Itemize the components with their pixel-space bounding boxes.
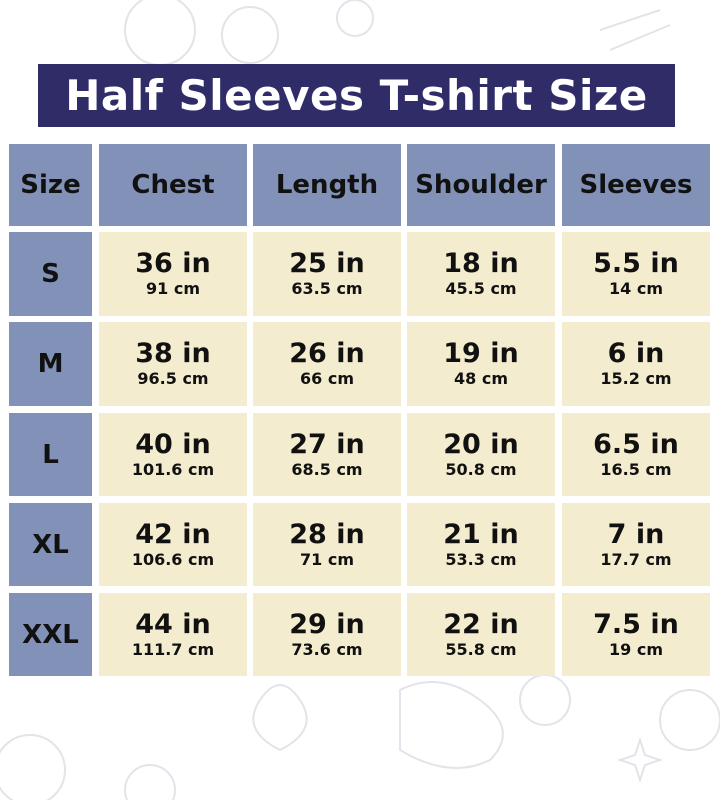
- cm-value: 45.5 cm: [445, 279, 517, 298]
- cm-value: 106.6 cm: [131, 549, 215, 569]
- measurement-cell: 36 in 91 cm: [99, 232, 247, 316]
- inches-value: 18 in: [443, 248, 519, 279]
- inches-value: 25 in: [289, 248, 365, 279]
- cm-value: 63.5 cm: [291, 279, 363, 298]
- inches-value: 22 in: [443, 608, 519, 640]
- inches-value: 38 in: [135, 338, 211, 369]
- inches-value: 19 in: [443, 338, 519, 369]
- measurement-cell: 26 in 66 cm: [253, 322, 401, 406]
- cm-value: 68.5 cm: [291, 459, 363, 479]
- measurement-cell: 29 in 73.6 cm: [253, 593, 401, 676]
- inches-value: 6 in: [607, 338, 665, 369]
- inches-value: 27 in: [289, 428, 365, 460]
- measurement-cell: 40 in 101.6 cm: [99, 413, 247, 496]
- cm-value: 17.7 cm: [600, 549, 672, 569]
- measurement-cell: 18 in 45.5 cm: [407, 232, 555, 316]
- measurement-cell: 7.5 in 19 cm: [562, 593, 710, 676]
- size-label: S: [9, 232, 92, 316]
- inches-value: 21 in: [443, 518, 519, 550]
- column-header: Shoulder: [407, 144, 555, 226]
- inches-value: 44 in: [135, 608, 211, 640]
- inches-value: 7.5 in: [593, 608, 679, 640]
- measurement-cell: 27 in 68.5 cm: [253, 413, 401, 496]
- cm-value: 50.8 cm: [445, 459, 517, 479]
- column-header: Chest: [99, 144, 247, 226]
- measurement-cell: 19 in 48 cm: [407, 322, 555, 406]
- cm-value: 48 cm: [454, 369, 508, 388]
- cm-value: 14 cm: [609, 279, 663, 298]
- measurement-cell: 28 in 71 cm: [253, 503, 401, 586]
- measurement-cell: 38 in 96.5 cm: [99, 322, 247, 406]
- inches-value: 5.5 in: [593, 248, 679, 279]
- measurement-cell: 25 in 63.5 cm: [253, 232, 401, 316]
- measurement-cell: 20 in 50.8 cm: [407, 413, 555, 496]
- measurement-cell: 6.5 in 16.5 cm: [562, 413, 710, 496]
- cm-value: 16.5 cm: [600, 459, 672, 479]
- cm-value: 73.6 cm: [291, 639, 363, 659]
- measurement-cell: 42 in 106.6 cm: [99, 503, 247, 586]
- column-header: Sleeves: [562, 144, 710, 226]
- inches-value: 40 in: [135, 428, 211, 460]
- inches-value: 26 in: [289, 338, 365, 369]
- cm-value: 15.2 cm: [600, 369, 672, 388]
- size-label: M: [9, 322, 92, 406]
- size-label: XL: [9, 503, 92, 586]
- inches-value: 29 in: [289, 608, 365, 640]
- measurement-cell: 21 in 53.3 cm: [407, 503, 555, 586]
- measurement-cell: 5.5 in 14 cm: [562, 232, 710, 316]
- measurement-cell: 6 in 15.2 cm: [562, 322, 710, 406]
- cm-value: 19 cm: [609, 639, 663, 659]
- measurement-cell: 22 in 55.8 cm: [407, 593, 555, 676]
- inches-value: 36 in: [135, 248, 211, 279]
- inches-value: 7 in: [607, 518, 665, 550]
- cm-value: 55.8 cm: [445, 639, 517, 659]
- cm-value: 71 cm: [300, 549, 354, 569]
- cm-value: 66 cm: [300, 369, 354, 388]
- inches-value: 20 in: [443, 428, 519, 460]
- inches-value: 42 in: [135, 518, 211, 550]
- cm-value: 101.6 cm: [131, 459, 215, 479]
- cm-value: 96.5 cm: [137, 369, 209, 388]
- size-label: XXL: [9, 593, 92, 676]
- column-header: Length: [253, 144, 401, 226]
- cm-value: 111.7 cm: [131, 639, 215, 659]
- inches-value: 6.5 in: [593, 428, 679, 460]
- column-header: Size: [9, 144, 92, 226]
- size-label: L: [9, 413, 92, 496]
- cm-value: 53.3 cm: [445, 549, 517, 569]
- measurement-cell: 7 in 17.7 cm: [562, 503, 710, 586]
- cm-value: 91 cm: [146, 279, 200, 298]
- page-title: Half Sleeves T-shirt Size: [38, 64, 675, 127]
- inches-value: 28 in: [289, 518, 365, 550]
- measurement-cell: 44 in 111.7 cm: [99, 593, 247, 676]
